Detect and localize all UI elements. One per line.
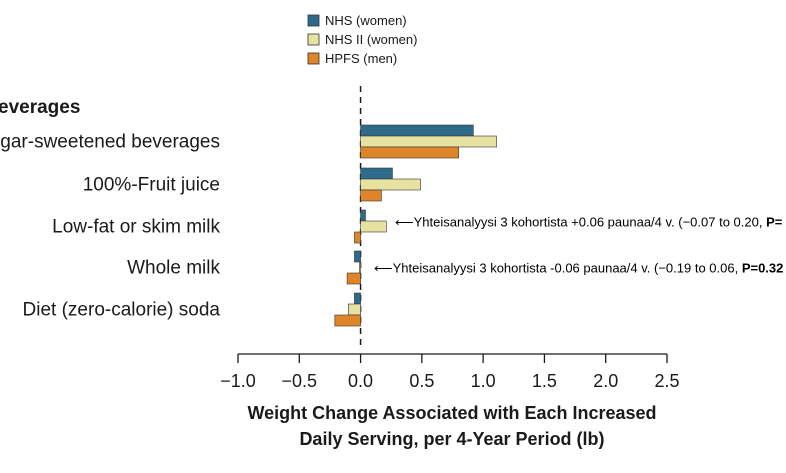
bar-cat3-series2 — [346, 272, 361, 285]
bar-cat4-series1 — [348, 303, 361, 316]
legend-swatch-0 — [307, 14, 320, 27]
bar-cat0-series0 — [360, 124, 474, 137]
x-tick-label-7: 2.5 — [654, 371, 679, 391]
bar-cat1-series2 — [360, 189, 382, 202]
legend-label-1: NHS II (women) — [325, 32, 417, 47]
x-axis-label-line-1: Weight Change Associated with Each Incre… — [247, 403, 656, 423]
bar-cat0-series1 — [360, 135, 497, 148]
bar-cat4-series0 — [354, 292, 361, 305]
category-label-0: ugar-sweetened beverages — [0, 132, 220, 153]
category-label-1: 100%-Fruit juice — [83, 175, 220, 196]
x-tick-label-1: −0.5 — [282, 371, 318, 391]
category-label-4: Diet (zero-calorie) soda — [23, 300, 221, 321]
bar-cat1-series0 — [360, 167, 393, 180]
section-label: everages — [0, 97, 80, 118]
bar-cat4-series2 — [334, 314, 361, 327]
bars — [334, 124, 497, 327]
category-label-2: Low-fat or skim milk — [52, 217, 220, 238]
bar-cat2-series2 — [354, 231, 361, 244]
legend-swatch-1 — [307, 33, 320, 46]
legend: NHS (women) NHS II (women) HPFS (men) — [307, 13, 417, 66]
bar-cat0-series2 — [360, 146, 459, 159]
legend-label-0: NHS (women) — [325, 13, 407, 28]
x-axis-label-line-2: Daily Serving, per 4-Year Period (lb) — [299, 429, 604, 449]
x-tick-label-2: 0.0 — [348, 371, 373, 391]
bar-cat2-series1 — [360, 220, 387, 233]
x-tick-label-3: 0.5 — [409, 371, 434, 391]
x-tick-label-4: 1.0 — [471, 371, 496, 391]
x-axis: −1.0 −0.5 0.0 0.5 1.0 1.5 2.0 2.5 — [220, 353, 680, 391]
bar-cat3-series1 — [359, 261, 361, 274]
x-tick-label-6: 2.0 — [593, 371, 618, 391]
legend-swatch-2 — [307, 52, 320, 65]
x-tick-label-0: −1.0 — [220, 371, 256, 391]
bar-cat1-series1 — [360, 178, 421, 191]
bar-cat2-series0 — [360, 209, 366, 222]
x-tick-label-5: 1.5 — [532, 371, 557, 391]
annotation-1: ⟵Yhteisanalyysi 3 kohortista -0.06 pauna… — [374, 261, 783, 276]
annotation-0: ⟵Yhteisanalyysi 3 kohortista +0.06 pauna… — [395, 215, 783, 230]
legend-label-2: HPFS (men) — [325, 51, 397, 66]
category-labels: ugar-sweetened beverages 100%-Fruit juice… — [0, 132, 220, 321]
category-label-3: Whole milk — [127, 258, 220, 279]
annotations: ⟵Yhteisanalyysi 3 kohortista +0.06 pauna… — [374, 215, 783, 276]
bar-cat3-series0 — [354, 250, 361, 263]
